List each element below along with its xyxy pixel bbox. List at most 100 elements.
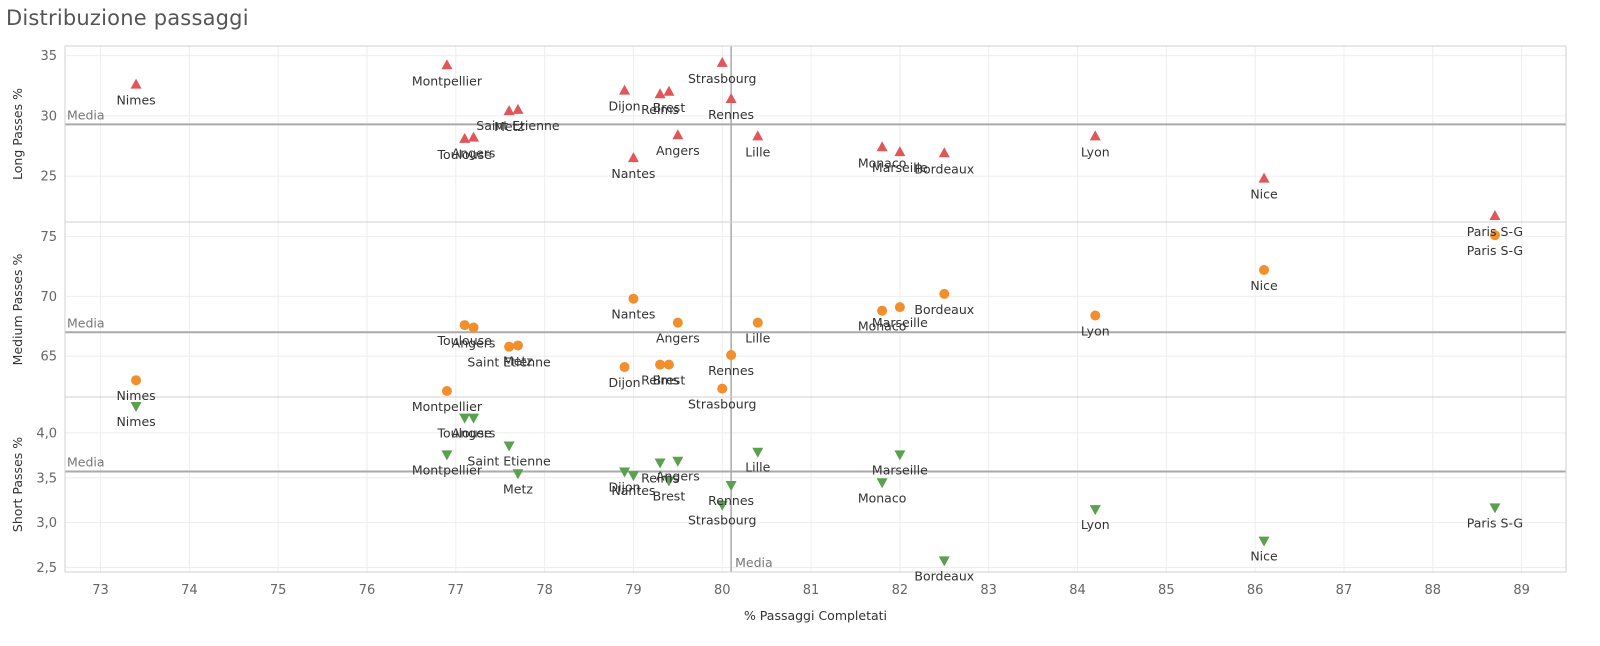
medium-point-rennes xyxy=(726,350,737,361)
medium-label-brest: Brest xyxy=(653,373,686,388)
short-label-montpellier: Montpellier xyxy=(412,462,483,477)
x-tick-label-80: 80 xyxy=(714,583,731,598)
long-label-metz: Metz xyxy=(494,119,524,134)
long-label-brest: Brest xyxy=(653,100,686,115)
short-label-dijon: Dijon xyxy=(608,479,640,494)
short-label-marseille: Marseille xyxy=(872,462,928,477)
medium-label-dijon: Dijon xyxy=(608,375,640,390)
x-axis-title: % Passaggi Completati xyxy=(744,608,887,623)
long-label-lille: Lille xyxy=(745,144,770,159)
short-label-lille: Lille xyxy=(745,460,770,475)
x-tick-label-79: 79 xyxy=(625,583,642,598)
medium-label-rennes: Rennes xyxy=(708,363,754,378)
vertical-mean-label: Media xyxy=(735,555,773,570)
long-point-nimes xyxy=(130,78,142,89)
short-point-monaco xyxy=(876,478,888,489)
medium-label-reims: Reims xyxy=(641,373,679,388)
short-point-dijon xyxy=(619,467,631,478)
long-point-lille xyxy=(752,130,764,141)
short-point-angers xyxy=(468,413,480,424)
short-point-paris-s-g xyxy=(1489,503,1501,514)
long-label-dijon: Dijon xyxy=(608,99,640,114)
long-point-bordeaux xyxy=(938,147,950,158)
long-label-bordeaux: Bordeaux xyxy=(914,161,974,176)
long-point-angers xyxy=(468,131,480,142)
short-point-montpellier xyxy=(441,450,453,461)
medium-y-tick-label: 65 xyxy=(40,350,57,365)
short-point-marseille xyxy=(894,450,906,461)
long-point-strasbourg xyxy=(716,56,728,67)
medium-label-nimes: Nimes xyxy=(116,388,155,403)
short-point-nice xyxy=(1258,536,1270,547)
long-point-nice xyxy=(1258,172,1270,183)
x-tick-label-77: 77 xyxy=(448,583,465,598)
medium-point-strasbourg xyxy=(717,383,728,394)
medium-point-monaco xyxy=(877,305,888,316)
short-label-lyon: Lyon xyxy=(1081,517,1110,532)
long-point-marseille xyxy=(894,146,906,157)
medium-y-axis-title: Medium Passes % xyxy=(10,254,25,366)
short-point-metz xyxy=(512,469,524,480)
medium-point-metz xyxy=(512,340,523,351)
long-y-tick-label: 35 xyxy=(40,49,57,64)
long-point-metz xyxy=(503,105,515,116)
x-tick-label-78: 78 xyxy=(536,583,553,598)
long-y-tick-label: 25 xyxy=(40,170,57,185)
long-point-saint-etienne xyxy=(512,103,524,114)
short-point-nimes xyxy=(130,401,142,412)
long-y-tick-label: 30 xyxy=(40,109,57,124)
long-point-nantes xyxy=(627,152,639,163)
medium-point-lyon xyxy=(1090,310,1101,321)
medium-y-tick-label: 75 xyxy=(40,230,57,245)
medium-label-paris-s-g: Paris S-G xyxy=(1467,243,1523,258)
long-point-rennes xyxy=(725,93,737,104)
short-point-toulouse xyxy=(459,413,471,424)
x-tick-label-81: 81 xyxy=(803,583,820,598)
short-point-nantes xyxy=(627,471,639,482)
medium-point-nimes xyxy=(131,375,142,386)
medium-label-lille: Lille xyxy=(745,331,770,346)
short-label-monaco: Monaco xyxy=(858,490,907,505)
medium-label-metz: Metz xyxy=(503,353,533,368)
long-label-paris-s-g: Paris S-G xyxy=(1467,224,1523,239)
short-mean-label: Media xyxy=(67,454,105,469)
long-label-lyon: Lyon xyxy=(1081,144,1110,159)
chart-title: Distribuzione passaggi xyxy=(6,6,249,30)
short-point-saint-etienne xyxy=(503,441,515,452)
medium-point-brest xyxy=(663,359,674,370)
medium-label-marseille: Marseille xyxy=(872,315,928,330)
medium-panel-frame xyxy=(64,221,1567,398)
short-point-bordeaux xyxy=(938,556,950,567)
long-y-axis-title: Long Passes % xyxy=(10,88,25,180)
short-label-nantes: Nantes xyxy=(611,483,655,498)
x-tick-label-86: 86 xyxy=(1247,583,1264,598)
long-point-monaco xyxy=(876,141,888,152)
x-tick-label-76: 76 xyxy=(359,583,376,598)
long-label-angers: Angers xyxy=(656,143,700,158)
medium-label-toulouse: Toulouse xyxy=(437,333,493,348)
panel-frames xyxy=(64,45,1567,573)
medium-point-lille xyxy=(752,317,763,328)
long-mean-label: Media xyxy=(67,107,105,122)
axes: 25 30 35 Long Passes % 65 70 75 Medium Passes %… xyxy=(10,49,1530,623)
medium-point-marseille xyxy=(894,302,905,313)
medium-point-angers xyxy=(672,317,683,328)
long-label-reims: Reims xyxy=(641,102,679,117)
long-label-montpellier: Montpellier xyxy=(412,73,483,88)
short-label-strasbourg: Strasbourg xyxy=(688,513,757,528)
short-point-rennes xyxy=(725,480,737,491)
short-y-tick-label: 2,5 xyxy=(36,561,57,576)
medium-label-nantes: Nantes xyxy=(611,307,655,322)
medium-label-strasbourg: Strasbourg xyxy=(688,397,757,412)
reference-lines: Media Media Media Media xyxy=(65,46,1566,572)
data-points xyxy=(130,56,1501,567)
long-point-angers xyxy=(672,129,684,140)
short-point-angers xyxy=(672,456,684,467)
short-point-lyon xyxy=(1089,505,1101,516)
short-label-metz: Metz xyxy=(503,481,533,496)
long-point-montpellier xyxy=(441,59,453,70)
short-y-axis-title: Short Passes % xyxy=(10,437,25,532)
x-tick-label-87: 87 xyxy=(1336,583,1353,598)
medium-point-toulouse xyxy=(459,320,470,331)
